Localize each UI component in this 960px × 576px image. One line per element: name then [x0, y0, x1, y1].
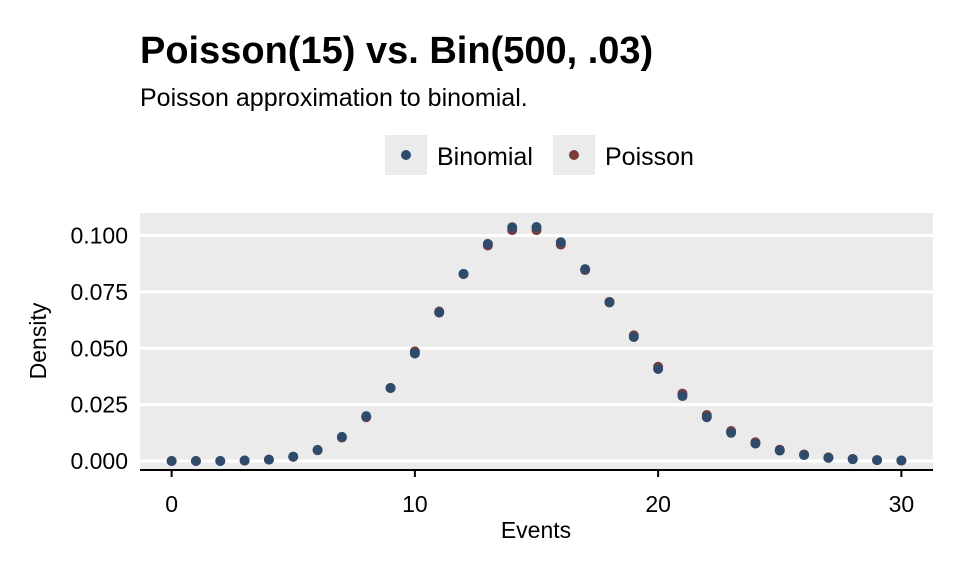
point-binomial: [872, 455, 883, 466]
plot-panel: [140, 213, 933, 470]
x-tick-label: 0: [165, 491, 178, 517]
point-binomial: [580, 264, 591, 275]
point-binomial: [385, 382, 396, 393]
x-tick-label: 30: [889, 491, 915, 517]
x-axis-ticks: 0 10 20 30: [165, 470, 914, 517]
y-tick-label: 0.050: [70, 335, 128, 361]
point-binomial: [653, 364, 664, 375]
y-tick-label: 0.000: [70, 448, 128, 474]
legend-label-binomial: Binomial: [437, 143, 533, 171]
legend-marker-poisson: [569, 150, 579, 160]
point-binomial: [434, 307, 445, 318]
point-binomial: [288, 451, 299, 462]
point-binomial: [190, 455, 201, 466]
legend: Binomial Poisson: [385, 135, 694, 175]
data-points: [166, 221, 907, 466]
x-tick-label: 10: [402, 491, 428, 517]
point-binomial: [604, 297, 615, 308]
chart-title: Poisson(15) vs. Bin(500, .03): [140, 30, 653, 72]
point-binomial: [847, 454, 858, 465]
point-binomial: [458, 268, 469, 279]
point-binomial: [239, 455, 250, 466]
point-binomial: [799, 450, 810, 461]
point-binomial: [628, 331, 639, 342]
point-binomial: [677, 391, 688, 402]
point-binomial: [166, 455, 177, 466]
y-axis-title: Density: [25, 302, 51, 379]
point-binomial: [726, 427, 737, 438]
y-tick-label: 0.025: [70, 392, 128, 418]
chart-subtitle: Poisson approximation to binomial.: [140, 84, 528, 112]
point-binomial: [555, 237, 566, 248]
point-binomial: [482, 238, 493, 249]
point-binomial: [409, 348, 420, 359]
point-binomial: [823, 452, 834, 463]
point-binomial: [531, 221, 542, 232]
point-binomial: [750, 438, 761, 449]
legend-label-poisson: Poisson: [605, 143, 694, 171]
point-binomial: [701, 412, 712, 423]
point-binomial: [215, 455, 226, 466]
point-binomial: [312, 444, 323, 455]
legend-marker-binomial: [401, 150, 411, 160]
y-tick-label: 0.075: [70, 279, 128, 305]
y-axis-ticks: 0.000 0.025 0.050 0.075 0.100: [70, 223, 128, 474]
point-binomial: [263, 454, 274, 465]
y-tick-label: 0.100: [70, 223, 128, 249]
point-binomial: [774, 445, 785, 456]
point-binomial: [361, 411, 372, 422]
x-axis-title: Events: [501, 517, 571, 543]
point-binomial: [507, 222, 518, 233]
x-tick-label: 20: [645, 491, 671, 517]
point-binomial: [896, 455, 907, 466]
point-binomial: [336, 431, 347, 442]
